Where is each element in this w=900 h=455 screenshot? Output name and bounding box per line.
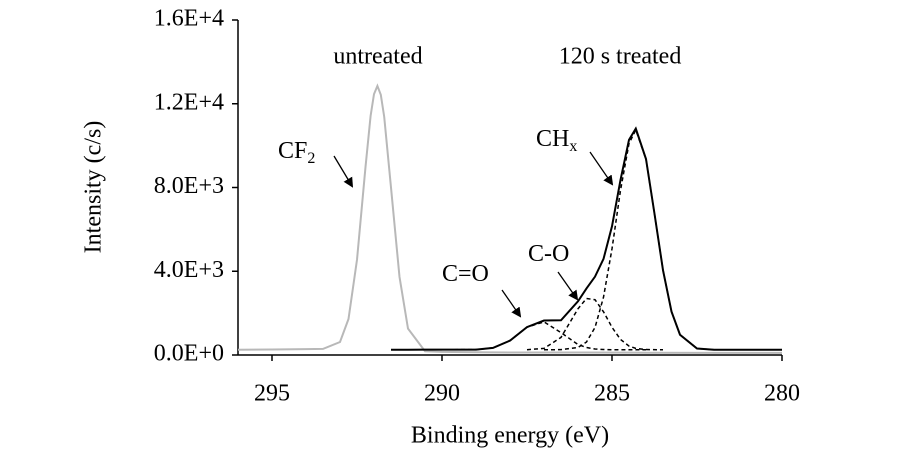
spectrum-line xyxy=(391,126,782,351)
component-line xyxy=(543,127,731,351)
annotation: C=O xyxy=(442,261,489,287)
annotation-text: C-O xyxy=(528,241,569,267)
series-label: untreated xyxy=(333,44,422,70)
annotation-text: CH xyxy=(536,126,569,152)
annotation-subscript: 2 xyxy=(307,150,315,167)
annotation: CHx xyxy=(536,126,577,155)
annotation-text: CF xyxy=(278,138,307,164)
component-line xyxy=(391,321,646,351)
component-line xyxy=(526,297,664,351)
x-tick-label: 290 xyxy=(424,381,460,407)
y-tick-label: 0.0E+0 xyxy=(154,341,224,367)
x-axis-label: Binding energy (eV) xyxy=(411,423,609,449)
y-tick-label: 1.2E+4 xyxy=(154,89,224,115)
x-tick-label: 285 xyxy=(594,381,630,407)
series-label: 120 s treated xyxy=(559,44,682,70)
annotation: CF2 xyxy=(278,138,315,167)
annotation-arrow xyxy=(333,155,354,188)
annotation-arrow xyxy=(501,289,522,318)
annotation-subscript: x xyxy=(569,138,577,155)
annotation-text: C=O xyxy=(442,261,489,287)
annotation: C-O xyxy=(528,241,569,267)
x-tick-label: 280 xyxy=(764,381,800,407)
y-axis-label: Intensity (c/s) xyxy=(81,121,107,254)
y-tick-label: 8.0E+3 xyxy=(154,173,224,199)
spectrum-line xyxy=(237,83,782,354)
y-tick-label: 1.6E+4 xyxy=(154,6,224,32)
annotation-arrow xyxy=(589,151,614,186)
x-tick-label: 295 xyxy=(254,381,290,407)
annotation-arrow xyxy=(557,271,579,301)
y-tick-label: 4.0E+3 xyxy=(154,257,224,283)
